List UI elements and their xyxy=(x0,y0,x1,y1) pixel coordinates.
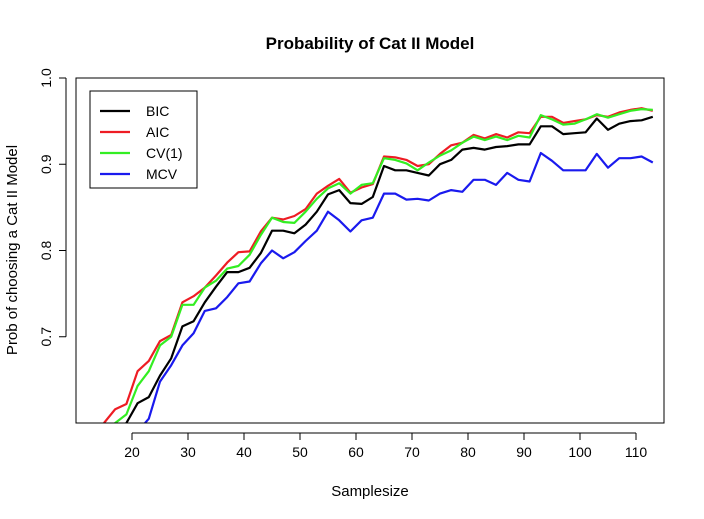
chart-title: Probability of Cat II Model xyxy=(266,34,475,53)
legend-label: MCV xyxy=(146,166,178,182)
y-axis-label: Prob of choosing a Cat II Model xyxy=(4,145,21,355)
legend-label: CV(1) xyxy=(146,145,183,161)
series-line-mcv xyxy=(143,151,654,423)
legend-box xyxy=(89,90,198,189)
x-tick-label: 30 xyxy=(180,444,196,460)
y-tick-label: 0.9 xyxy=(38,154,54,174)
legend: BIC AIC CV(1) MCV xyxy=(89,90,198,189)
x-tick-label: 50 xyxy=(292,444,308,460)
x-axis-label: Samplesize xyxy=(331,483,409,500)
legend-label: BIC xyxy=(146,103,169,119)
y-tick-label: 0.8 xyxy=(38,241,54,261)
legend-label: AIC xyxy=(146,124,169,140)
axes: 20 30 40 50 60 70 80 90 100 110 0.7 0.8 0.9 1.0 xyxy=(38,68,647,460)
x-tick-label: 40 xyxy=(236,444,252,460)
x-tick-label: 110 xyxy=(625,444,648,460)
x-tick-label: 80 xyxy=(460,444,476,460)
x-tick-label: 100 xyxy=(568,444,592,460)
x-tick-label: 20 xyxy=(124,444,140,460)
y-tick-label: 1.0 xyxy=(38,68,54,88)
series-layer xyxy=(103,107,654,423)
x-tick-label: 60 xyxy=(348,444,364,460)
series-line-bic xyxy=(124,115,654,423)
plot-frame xyxy=(75,77,665,424)
x-tick-label: 90 xyxy=(516,444,532,460)
y-tick-label: 0.7 xyxy=(38,327,54,347)
x-tick-label: 70 xyxy=(404,444,420,460)
series-line-cv1 xyxy=(113,107,653,423)
